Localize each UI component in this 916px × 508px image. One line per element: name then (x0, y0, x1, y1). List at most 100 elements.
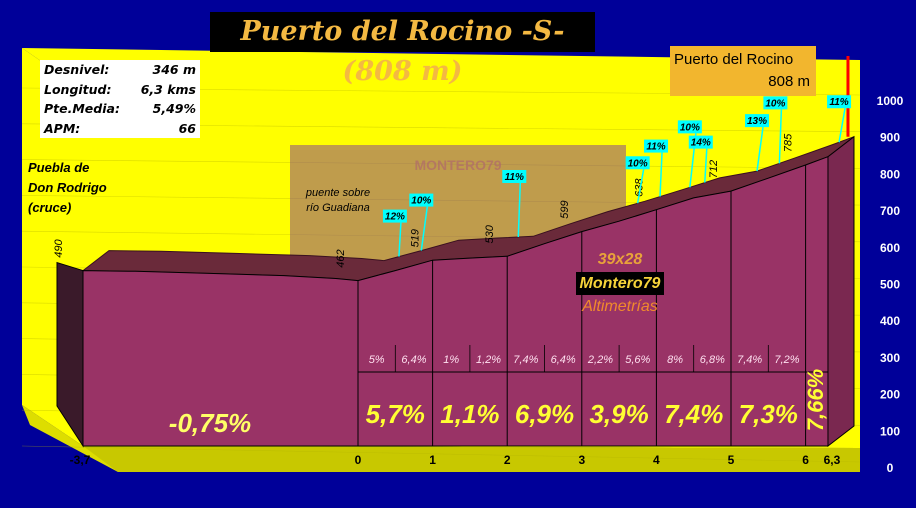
y-tick-label: 1000 (877, 94, 904, 108)
badge-leader (704, 148, 708, 183)
x-tick-label: 2 (504, 453, 511, 467)
y-tick-label: 800 (880, 167, 900, 181)
badge-box (745, 114, 769, 128)
y-tick-label: 700 (880, 204, 900, 218)
km-gradient-label: 5,7% (366, 399, 425, 429)
start-line: Don Rodrigo (28, 180, 107, 195)
half-km-gradient-label: 5% (369, 354, 385, 366)
summit-label: Puerto del Rocino 808 m (670, 46, 816, 96)
badge-box (382, 209, 407, 223)
badge-box (502, 169, 527, 183)
signature: 39x28 Montero79 Altimetrías (560, 248, 680, 319)
half-km-gradient-label: 5,6% (625, 354, 650, 366)
profile-area (56, 56, 855, 448)
badge-leader (756, 127, 764, 172)
axis-ticks: 0 100 200 300 400 500 600 700 800 900 1000 -3,7 0 1 2 3… (70, 94, 904, 475)
x-tick-label: 6,3 (824, 453, 841, 467)
altitude-label: 530 (484, 224, 496, 243)
profile-right-face (827, 135, 855, 448)
x-tick-label: 1 (429, 453, 436, 467)
badge-leader (838, 108, 846, 143)
summit-altitude: 808 m (768, 73, 810, 90)
half-km-gradient-label: 6,4% (401, 354, 426, 366)
start-line: (cruce) (28, 200, 72, 215)
x-tick-label: 6 (802, 453, 809, 467)
stat-row: Desnivel: 346 m (40, 60, 200, 80)
y-tick-label: 300 (880, 351, 900, 365)
badge-box (688, 135, 713, 149)
y-tick-label: 900 (880, 131, 900, 145)
max-gradient-badge: 12% (385, 212, 405, 223)
stat-value: 5,49% (152, 101, 196, 116)
stat-row: Longitud: 6,3 kms (40, 80, 200, 100)
km-gradient-label: 7,4% (664, 399, 723, 429)
km-segment-lines (357, 164, 828, 446)
x-tick-label: -3,7 (70, 453, 91, 467)
x-tick-label: 0 (355, 453, 362, 467)
max-gradient-badge: 10% (628, 158, 648, 169)
max-gradient-badge: 10% (680, 122, 700, 133)
brand-name: Altimetrías (582, 298, 658, 315)
km-gradient-label: 3,9% (589, 399, 648, 429)
altitude-label: 490 (53, 239, 65, 258)
badge-box (677, 120, 702, 134)
max-gradient-badge: 10% (765, 98, 785, 109)
half-km-gradient-label: 6,4% (551, 354, 576, 366)
stat-label: APM: (44, 120, 81, 136)
altitude-label: 519 (410, 229, 422, 247)
chart-title: Puerto del Rocino -S- (808 m) (210, 12, 595, 87)
half-km-gradient-label: 1% (443, 354, 459, 366)
max-gradient-badge: 11% (505, 172, 524, 183)
stat-value: 346 m (152, 62, 196, 77)
half-km-gradient-label: 6,8% (700, 354, 725, 366)
y-tick-label: 200 (880, 388, 900, 402)
badge-leader (420, 206, 429, 251)
badge-leader (517, 182, 522, 238)
y-tick-label: 100 (880, 424, 900, 438)
altitude-label: 599 (559, 200, 571, 218)
km-gradient-label: 6,9% (515, 399, 574, 429)
floor-front (83, 446, 860, 472)
y-tick-label: 400 (880, 314, 900, 328)
profile-left-face (56, 261, 84, 448)
badge-box (409, 193, 434, 207)
x-tick-label: 3 (578, 453, 585, 467)
summit-name: Puerto del Rocino (674, 51, 794, 68)
stat-label: Longitud: (44, 81, 112, 97)
badge-box (763, 96, 788, 110)
half-km-gradient-label: 2,2% (587, 354, 613, 366)
altitude-label: 785 (783, 133, 795, 152)
badge-leader (636, 169, 645, 204)
max-gradient-badge: 14% (691, 138, 711, 149)
max-gradient-badge: 11% (646, 142, 665, 153)
stats-box: Desnivel: 346 m Longitud: 6,3 kms Pte.Medi… (40, 60, 200, 138)
y-gridline (21, 445, 861, 463)
badge-box (644, 139, 669, 153)
stat-value: 6,3 kms (140, 81, 196, 97)
stat-label: Pte.Media: (44, 101, 120, 116)
badge-box (827, 95, 852, 109)
km-gradient-label: 7,66% (803, 369, 828, 431)
badge-leader (778, 109, 783, 164)
km-gradient-label: 7,3% (739, 399, 798, 429)
stat-row: APM: 66 (40, 119, 200, 139)
badge-leader (398, 222, 402, 257)
y-tick-label: 0 (887, 461, 894, 475)
half-km-gradient-label: 7,4% (513, 354, 538, 366)
gear-ratio: 39x28 (597, 251, 643, 268)
max-gradient-badge: 10% (411, 196, 431, 207)
altitude-label: 638 (633, 178, 645, 197)
value-labels: -0,75% 5,7% 1,1% 6,9% 3,9% 7,4% 7,3% 7,66% 5% 6,4… (53, 95, 852, 438)
x-tick-label: 4 (653, 453, 660, 467)
altitude-label: 462 (335, 249, 347, 267)
max-gradient-badge: 13% (747, 116, 767, 127)
badge-box (625, 156, 650, 170)
half-km-gradient-label: 8% (667, 354, 683, 366)
y-tick-label: 500 (880, 278, 900, 292)
badge-leader (659, 152, 663, 197)
km-gradient-label: 1,1% (440, 399, 499, 429)
half-km-gradient-label: 1,2% (476, 354, 501, 366)
altitude-label: 712 (708, 160, 720, 178)
